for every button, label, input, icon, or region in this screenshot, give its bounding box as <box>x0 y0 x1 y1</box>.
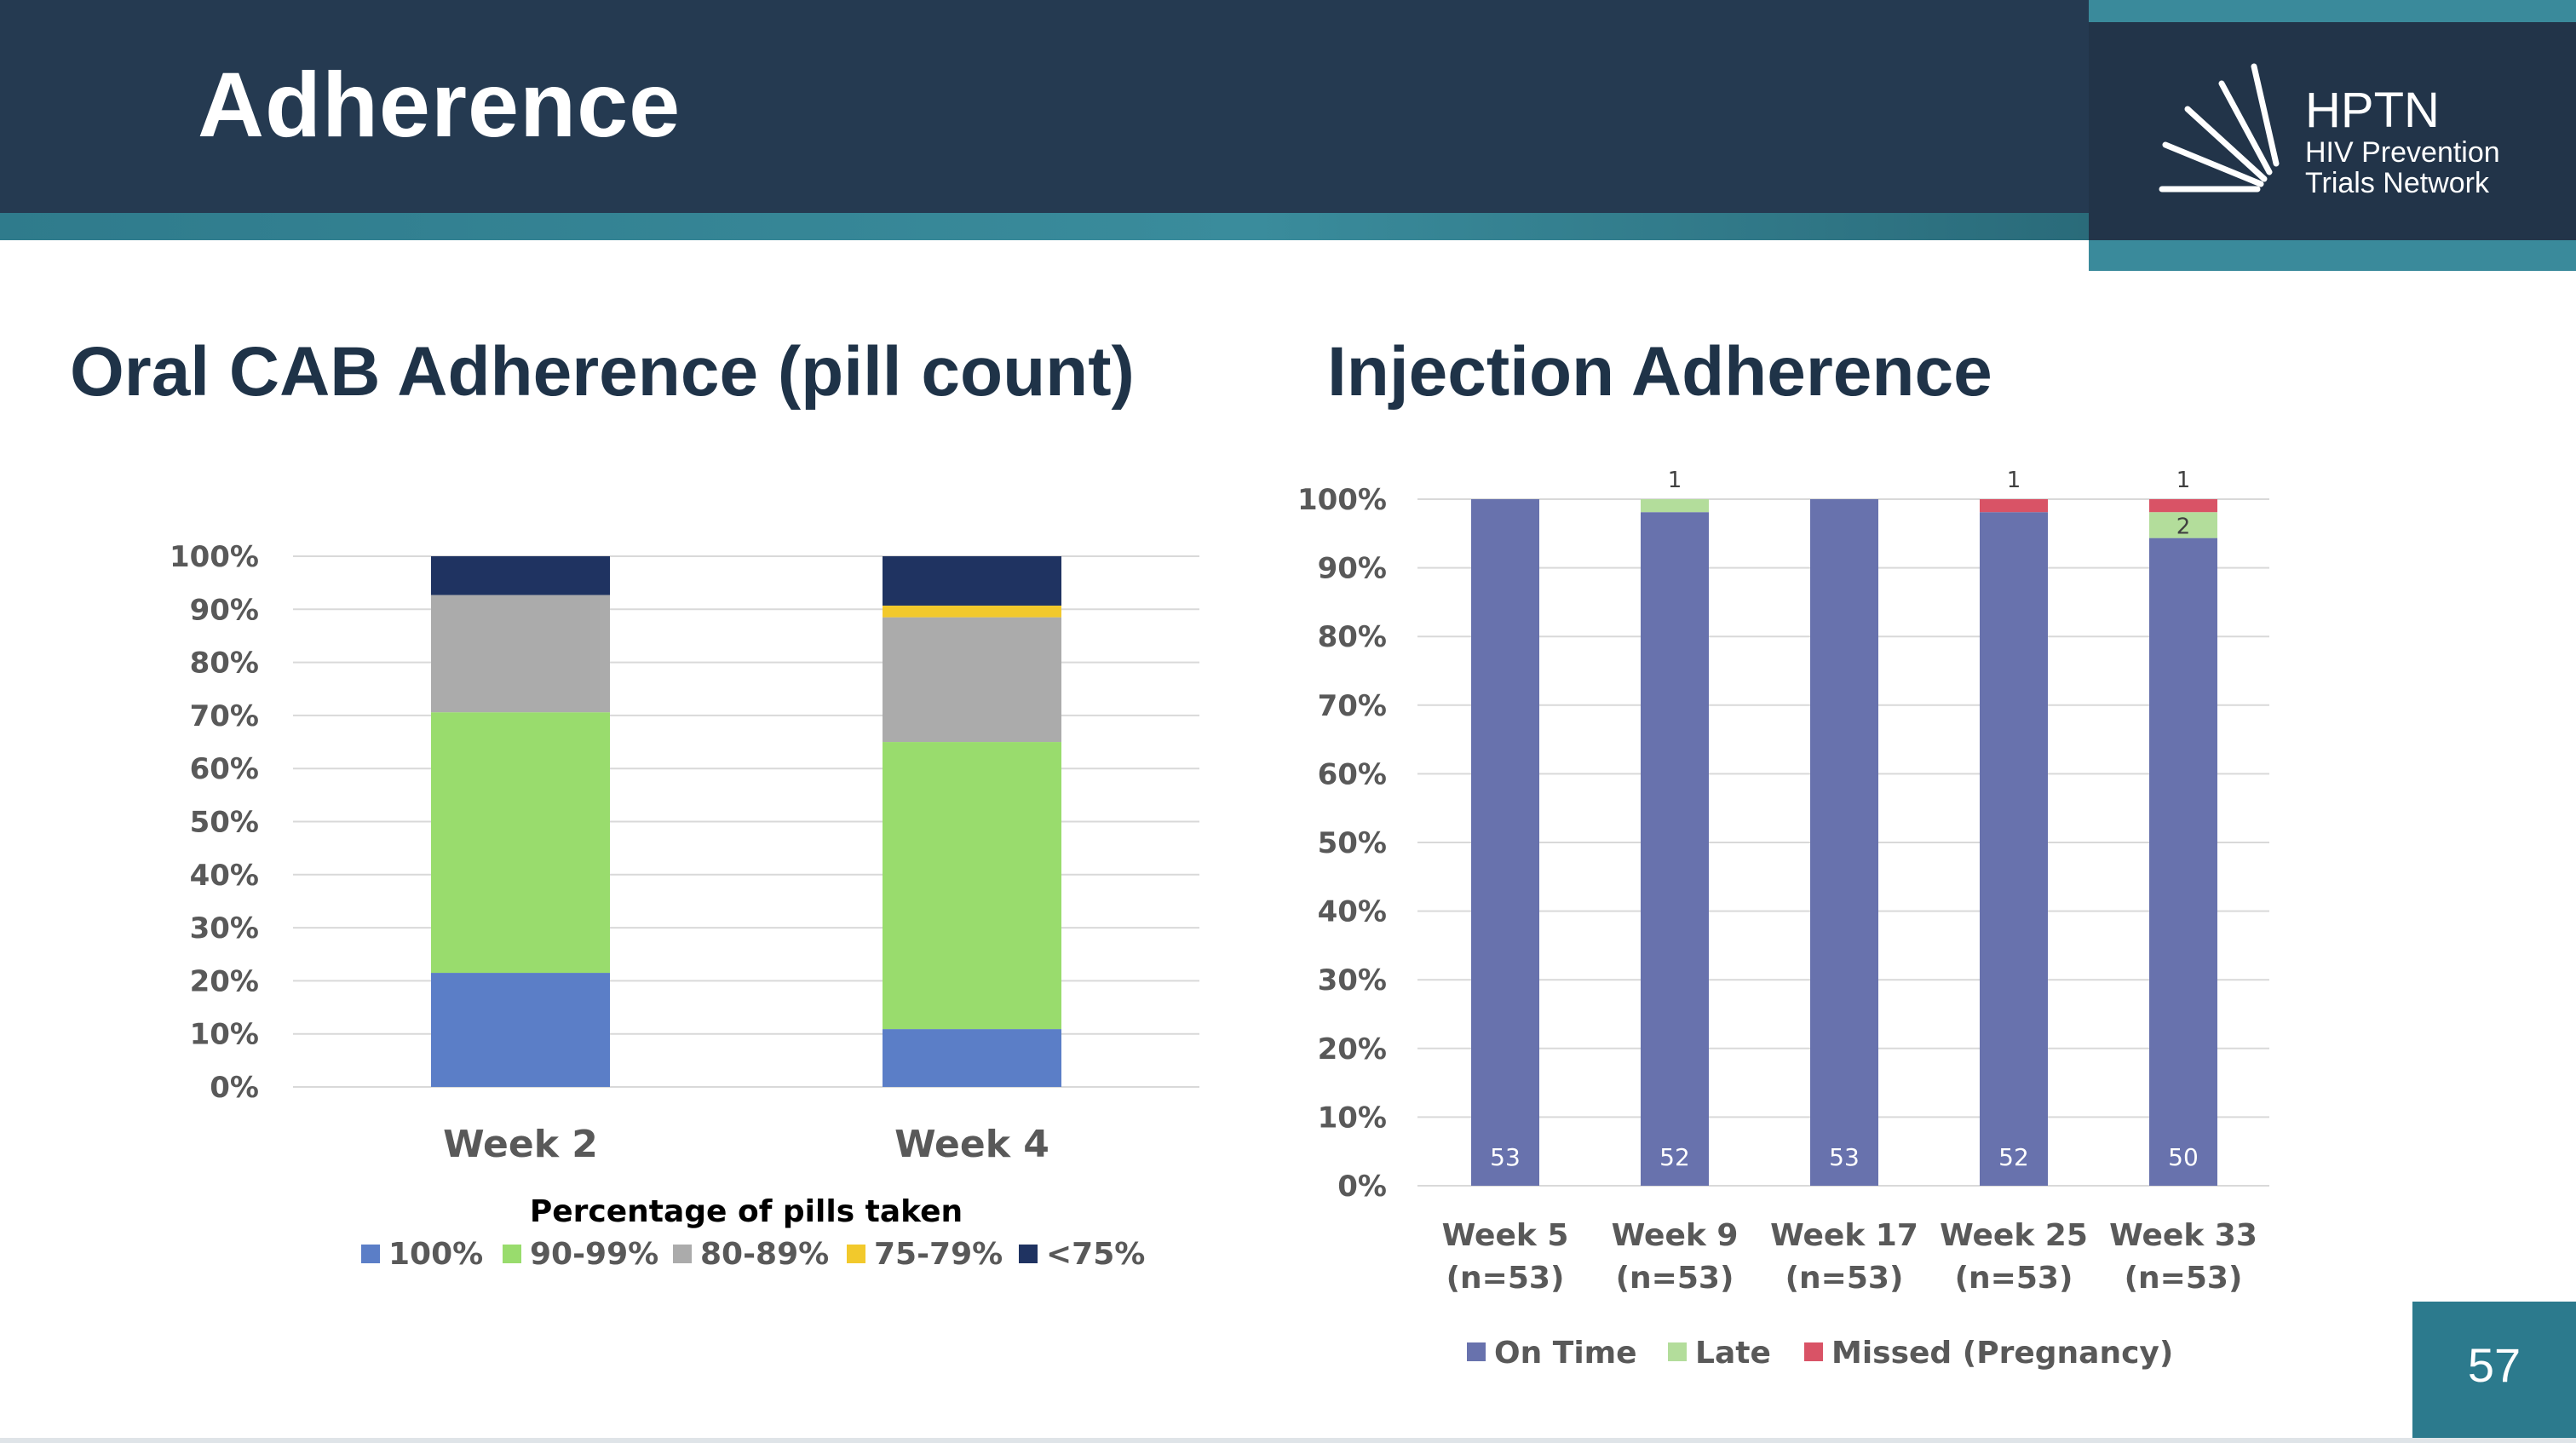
legend-label: 100% <box>388 1237 483 1272</box>
y-tick-label: 60% <box>1318 757 1387 791</box>
oral-chart-title: Oral CAB Adherence (pill count) <box>70 333 1135 411</box>
y-tick-label: 0% <box>210 1071 259 1105</box>
y-tick-label: 70% <box>1318 689 1387 723</box>
legend-swatch <box>361 1245 380 1263</box>
y-tick-label: 100% <box>1297 483 1387 517</box>
y-tick-label: 20% <box>1318 1032 1387 1066</box>
x-tick-sublabel: (n=53) <box>2125 1261 2243 1296</box>
bar-segment <box>1810 499 1878 1186</box>
data-label: 52 <box>1659 1143 1690 1171</box>
hptn-logo <box>2089 22 2576 244</box>
y-tick-label: 40% <box>190 859 259 893</box>
legend-swatch <box>1467 1342 1486 1361</box>
data-label: 50 <box>2168 1143 2199 1171</box>
x-tick-label: Week 2 <box>443 1123 598 1166</box>
y-tick-label: 40% <box>1318 895 1387 929</box>
y-tick-label: 30% <box>190 911 259 946</box>
bar-segment <box>883 617 1061 743</box>
bar-segment <box>1471 499 1539 1186</box>
bar-segment <box>1641 512 1709 1186</box>
y-tick-label: 80% <box>190 647 259 681</box>
bar-segment <box>883 556 1061 606</box>
page-number-box: 57 <box>2412 1302 2576 1443</box>
x-tick-label: Week 17 <box>1770 1218 1918 1253</box>
bar-segment <box>431 556 610 595</box>
data-label: 2 <box>2176 514 2191 539</box>
x-tick-sublabel: (n=53) <box>1785 1261 1904 1296</box>
y-tick-label: 80% <box>1318 620 1387 654</box>
x-tick-label: Week 4 <box>894 1123 1049 1166</box>
x-tick-sublabel: (n=53) <box>1955 1261 2073 1296</box>
bar-segment <box>431 712 610 974</box>
bar-segment <box>1641 499 1709 513</box>
bar-segment <box>431 595 610 713</box>
logo-line2: Trials Network <box>2305 167 2489 199</box>
page-number: 57 <box>2467 1338 2521 1392</box>
y-tick-label: 10% <box>190 1018 259 1052</box>
y-tick-label: 60% <box>190 752 259 786</box>
legend-label: Late <box>1695 1336 1771 1371</box>
legend-label: <75% <box>1046 1237 1145 1272</box>
y-tick-label: 30% <box>1318 963 1387 997</box>
x-tick-label: Week 33 <box>2109 1218 2257 1253</box>
data-label: 1 <box>2176 468 2191 493</box>
x-tick-sublabel: (n=53) <box>1616 1261 1734 1296</box>
data-label: 53 <box>1829 1143 1860 1171</box>
injection-adherence-chart: 0% 10% 20% 30% 40% 50% 60% 70% 80% 90% 100% 53 Week … <box>1297 468 2269 1371</box>
data-label: 52 <box>1998 1143 2029 1171</box>
legend-title: Percentage of pills taken <box>530 1194 963 1229</box>
x-tick-label: Week 5 <box>1442 1218 1569 1253</box>
legend-swatch <box>503 1245 521 1263</box>
oral-adherence-chart: 0% 10% 20% 30% 40% 50% 60% 70% 80% 90% 100% Week 2 W… <box>170 540 1199 1272</box>
x-tick-sublabel: (n=53) <box>1446 1261 1565 1296</box>
legend-label: 90-99% <box>530 1237 658 1272</box>
bar-segment <box>2149 538 2217 1186</box>
logo-accent-bottom <box>2089 240 2576 271</box>
y-tick-label: 0% <box>1337 1170 1387 1204</box>
bar-segment <box>1980 499 2048 513</box>
logo-rays-icon <box>2159 63 2280 193</box>
y-tick-label: 10% <box>1318 1101 1387 1135</box>
data-label: 1 <box>2007 468 2021 493</box>
legend-swatch <box>847 1245 865 1263</box>
bar-segment <box>883 742 1061 1030</box>
bar-segment <box>431 973 610 1087</box>
legend-swatch <box>1019 1245 1038 1263</box>
bar-segment <box>2149 499 2217 513</box>
legend-swatch <box>1668 1342 1687 1361</box>
y-tick-label: 50% <box>1318 826 1387 860</box>
legend-swatch <box>1804 1342 1823 1361</box>
logo-line1: HIV Prevention <box>2305 136 2500 169</box>
injection-chart-title: Injection Adherence <box>1327 333 1992 411</box>
legend-label: 75-79% <box>874 1237 1003 1272</box>
bar-segment <box>883 1029 1061 1087</box>
data-label: 1 <box>1668 468 1682 493</box>
data-label: 53 <box>1490 1143 1521 1171</box>
x-tick-label: Week 9 <box>1612 1218 1739 1253</box>
legend-label: On Time <box>1494 1336 1637 1371</box>
legend-label: Missed (Pregnancy) <box>1831 1336 2173 1371</box>
legend-label: 80-89% <box>700 1237 829 1272</box>
footer-line <box>0 1438 2576 1443</box>
slide-title: Adherence <box>198 53 681 156</box>
logo-accent-top <box>2089 0 2576 22</box>
header-accent-stripe <box>0 213 2089 240</box>
x-tick-label: Week 25 <box>1940 1218 2088 1253</box>
y-tick-label: 70% <box>190 699 259 733</box>
y-tick-label: 90% <box>190 593 259 627</box>
y-tick-label: 90% <box>1318 552 1387 586</box>
y-tick-label: 50% <box>190 806 259 840</box>
legend-swatch <box>673 1245 692 1263</box>
y-tick-label: 100% <box>170 540 259 574</box>
bar-segment <box>2149 512 2217 538</box>
y-tick-label: 20% <box>190 964 259 998</box>
bar-segment <box>1980 512 2048 1186</box>
logo-name: HPTN <box>2305 83 2440 138</box>
bar-segment <box>883 605 1061 618</box>
